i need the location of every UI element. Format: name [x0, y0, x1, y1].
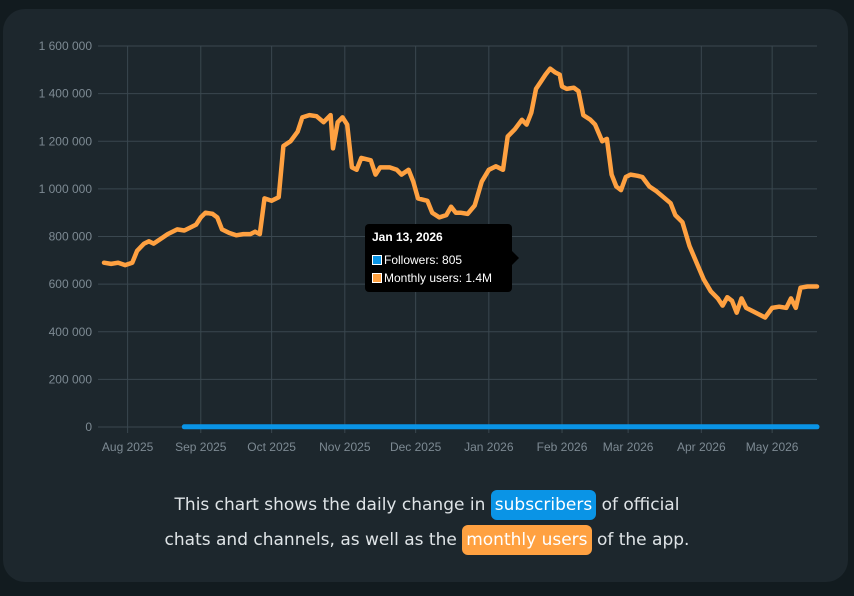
followers-swatch	[372, 255, 382, 265]
x-tick-label: Nov 2025	[319, 440, 371, 454]
y-tick-label: 1 000 000	[39, 182, 93, 196]
monthly-users-legend-pill[interactable]: monthly users	[462, 525, 592, 555]
y-tick-label: 1 400 000	[39, 87, 93, 101]
y-tick-label: 1 600 000	[39, 39, 93, 53]
y-tick-label: 600 000	[49, 277, 93, 291]
y-tick-label: 800 000	[49, 230, 93, 244]
tooltip-followers-value: 805	[442, 253, 463, 267]
chart-tooltip: Jan 13, 2026 Followers: 805 Monthly user…	[365, 224, 519, 292]
x-tick-label: Feb 2026	[537, 440, 588, 454]
caption-line1-pre: This chart shows the daily change in	[174, 495, 486, 515]
caption-line2-post: of the app.	[596, 530, 690, 550]
x-tick-label: Sep 2025	[175, 440, 227, 454]
chart-caption: This chart shows the daily change in sub…	[0, 488, 854, 558]
caption-line2-pre: chats and channels, as well as the	[164, 530, 457, 550]
x-tick-label: Mar 2026	[603, 440, 654, 454]
y-axis-ticks: 0 200 000 400 000 600 000 800 000 1 000 000 1 …	[39, 39, 93, 434]
series-layer[interactable]	[101, 66, 820, 430]
x-axis-ticks: Aug 2025 Sep 2025 Oct 2025 Nov 2025 Dec 2025…	[102, 440, 799, 454]
subscribers-legend-pill[interactable]: subscribers	[490, 490, 597, 520]
monthly-users-line[interactable]	[101, 66, 820, 320]
monthly-users-swatch	[372, 273, 382, 283]
y-tick-label: 1 200 000	[39, 134, 93, 148]
tooltip-monthly-value: 1.4M	[465, 271, 493, 285]
y-tick-label: 0	[85, 420, 92, 434]
y-tick-label: 400 000	[49, 325, 93, 339]
tooltip-monthly-label: Monthly users:	[384, 271, 463, 285]
tooltip-row-monthly: Monthly users: 1.4M	[372, 271, 492, 285]
y-tick-label: 200 000	[49, 372, 93, 386]
tooltip-date: Jan 13, 2026	[372, 230, 443, 244]
chart-card	[3, 9, 848, 582]
x-tick-label: Aug 2025	[102, 440, 154, 454]
x-tick-label: Apr 2026	[677, 440, 726, 454]
x-tick-label: Oct 2025	[247, 440, 296, 454]
caption-line1-post: of official	[601, 495, 680, 515]
tooltip-followers-label: Followers:	[384, 253, 439, 267]
x-tick-label: May 2026	[746, 440, 799, 454]
x-tick-label: Dec 2025	[390, 440, 442, 454]
tooltip-row-followers: Followers: 805	[372, 253, 462, 267]
x-tick-label: Jan 2026	[464, 440, 514, 454]
